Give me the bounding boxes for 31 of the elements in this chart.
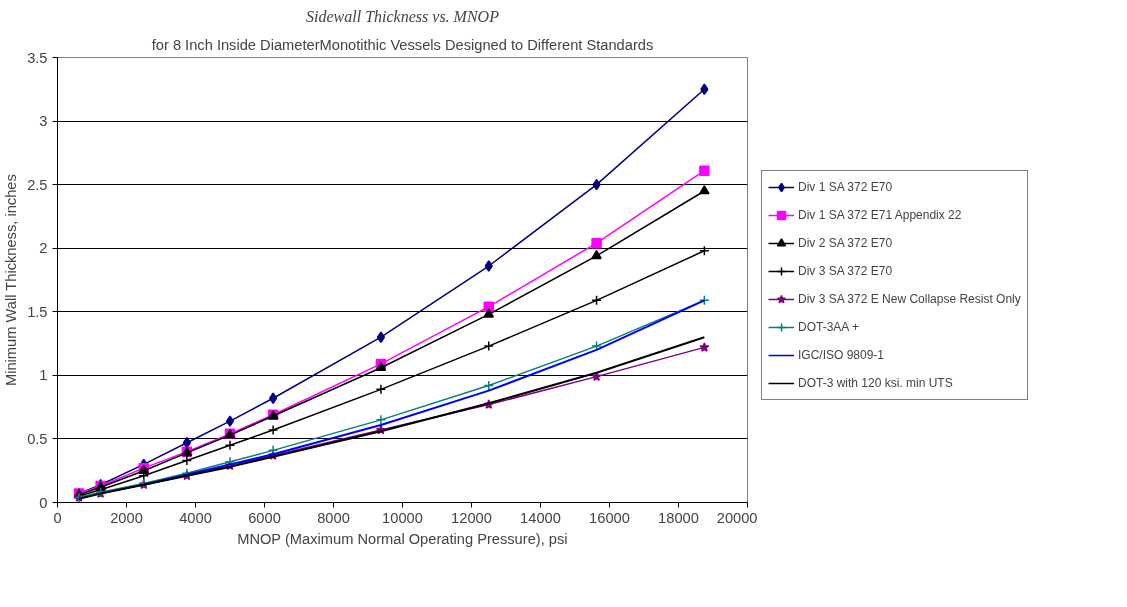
x-tick-label: 0	[53, 509, 62, 526]
x-tick-label: 16000	[589, 509, 630, 526]
x-tick-label: 18000	[658, 509, 699, 526]
x-tick-label: 10000	[382, 509, 423, 526]
y-tick-label: 0.5	[27, 430, 48, 447]
y-tick-label: 0	[39, 494, 48, 511]
legend-label: DOT-3AA +	[798, 320, 860, 334]
legend-label: IGC/ISO 9809-1	[798, 348, 885, 362]
x-tick-label: 8000	[317, 509, 350, 526]
x-tick-label: 20000	[716, 509, 758, 526]
chart-title: Sidewall Thickness vs. MNOP	[306, 7, 500, 25]
y-tick-label: 3.5	[27, 49, 48, 66]
legend-label: Div 2 SA 372 E70	[798, 236, 893, 250]
legend-label: Div 3 SA 372 E70	[798, 264, 893, 278]
x-axis-title: MNOP (Maximum Normal Operating Pressure), psi	[237, 530, 568, 547]
x-tick-label: 4000	[179, 509, 212, 526]
y-tick-label: 1	[39, 367, 48, 384]
y-tick-label: 1.5	[27, 303, 48, 320]
y-tick-label: 2	[39, 240, 48, 257]
legend-label: DOT-3 with 120 ksi. min UTS	[798, 376, 953, 390]
legend-label: Div 3 SA 372 E New Collapse Resist Only	[798, 292, 1021, 306]
x-tick-label: 2000	[110, 509, 143, 526]
legend-label: Div 1 SA 372 E70	[798, 180, 893, 194]
y-axis-title: Minimum Wall Thickness, inches	[3, 174, 20, 387]
x-tick-label: 12000	[451, 509, 492, 526]
y-tick-label: 2.5	[27, 176, 48, 193]
y-tick-label: 3	[39, 113, 48, 130]
chart-subtitle: for 8 Inch Inside DiameterMonotithic Vessels Designed to Different Standards	[151, 36, 654, 53]
x-tick-label: 6000	[248, 509, 281, 526]
legend-label: Div 1 SA 372 E71 Appendix 22	[798, 208, 962, 222]
x-tick-label: 14000	[520, 509, 561, 526]
